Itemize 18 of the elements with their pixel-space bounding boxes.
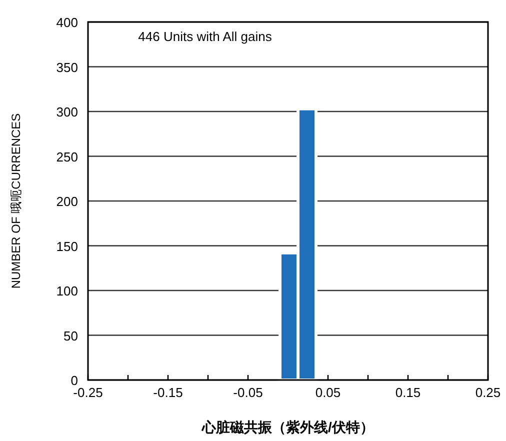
y-tick-label: 300 — [56, 104, 78, 120]
x-tick-label: 0.05 — [315, 385, 341, 400]
y-tick-label: 0 — [70, 373, 78, 388]
annotation: 446 Units with All gains — [137, 28, 273, 46]
x-axis-title: 心脏磁共振（紫外线/伏特） — [201, 419, 374, 435]
x-tick-label: -0.15 — [153, 385, 183, 400]
y-tick-label: 150 — [56, 238, 78, 254]
x-tick-label: -0.25 — [73, 385, 103, 400]
y-tick-label: 100 — [56, 284, 78, 298]
x-tick-label: -0.05 — [233, 385, 263, 400]
y-axis-title: NUMBER OF 哦呃CURRENCES — [9, 113, 23, 289]
y-tick-label: 200 — [56, 194, 78, 209]
y-tick-label: 400 — [56, 15, 78, 30]
x-tick-label: 0.15 — [395, 385, 421, 400]
y-tick-label: 50 — [64, 328, 78, 344]
x-tick-label: 0.25 — [475, 385, 501, 400]
y-tick-label: 250 — [56, 149, 78, 164]
y-tick-label: 350 — [56, 60, 78, 75]
